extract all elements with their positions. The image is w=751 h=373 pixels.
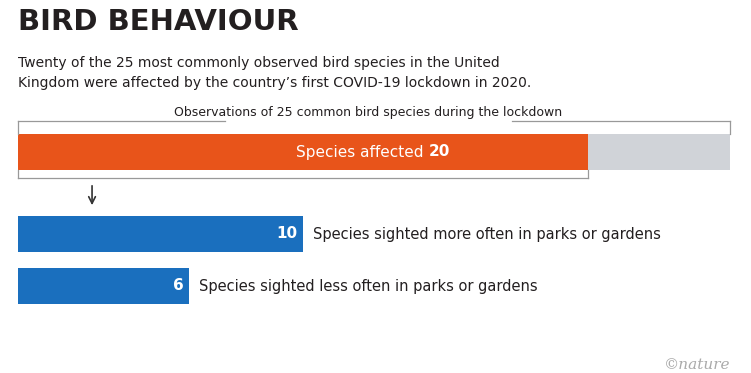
- Bar: [18, 268, 189, 304]
- Text: Twenty of the 25 most commonly observed bird species in the United
Kingdom were : Twenty of the 25 most commonly observed …: [18, 56, 531, 90]
- Text: BIRD BEHAVIOUR: BIRD BEHAVIOUR: [18, 8, 299, 36]
- Bar: [18, 216, 303, 252]
- Bar: [18, 134, 730, 170]
- Text: 6: 6: [173, 279, 184, 294]
- Text: Species affected: Species affected: [296, 144, 428, 160]
- Text: ©nature: ©nature: [663, 358, 730, 372]
- Text: Species sighted less often in parks or gardens: Species sighted less often in parks or g…: [199, 279, 538, 294]
- Text: Species sighted more often in parks or gardens: Species sighted more often in parks or g…: [313, 226, 661, 241]
- Text: Observations of 25 common bird species during the lockdown: Observations of 25 common bird species d…: [174, 106, 562, 119]
- Bar: [18, 134, 587, 170]
- Text: 20: 20: [429, 144, 451, 160]
- Text: 10: 10: [276, 226, 298, 241]
